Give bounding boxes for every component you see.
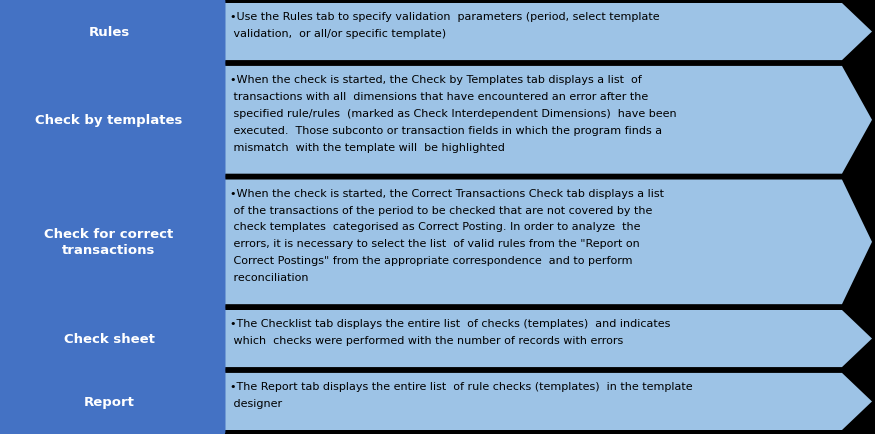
Text: designer: designer bbox=[230, 398, 282, 408]
Text: validation,  or all/or specific template): validation, or all/or specific template) bbox=[230, 29, 446, 39]
Text: executed.  Those subconto or transaction fields in which the program finds a: executed. Those subconto or transaction … bbox=[230, 125, 662, 135]
Text: transactions with all  dimensions that have encountered an error after the: transactions with all dimensions that ha… bbox=[230, 92, 648, 102]
FancyBboxPatch shape bbox=[0, 362, 226, 434]
Text: •When the check is started, the Correct Transactions Check tab displays a list: •When the check is started, the Correct … bbox=[230, 188, 664, 198]
Text: Check for correct
transactions: Check for correct transactions bbox=[45, 228, 173, 257]
Text: reconciliation: reconciliation bbox=[230, 273, 309, 283]
Polygon shape bbox=[205, 67, 872, 174]
Text: which  checks were performed with the number of records with errors: which checks were performed with the num… bbox=[230, 335, 623, 345]
Text: Rules: Rules bbox=[88, 26, 130, 39]
Text: •When the check is started, the Check by Templates tab displays a list  of: •When the check is started, the Check by… bbox=[230, 75, 641, 85]
FancyBboxPatch shape bbox=[0, 170, 226, 315]
FancyBboxPatch shape bbox=[0, 0, 226, 72]
Text: Check sheet: Check sheet bbox=[64, 332, 155, 345]
Text: check templates  categorised as Correct Posting. In order to analyze  the: check templates categorised as Correct P… bbox=[230, 222, 640, 232]
Text: •Use the Rules tab to specify validation  parameters (period, select template: •Use the Rules tab to specify validation… bbox=[230, 12, 660, 22]
Text: Check by templates: Check by templates bbox=[35, 114, 183, 127]
Text: of the transactions of the period to be checked that are not covered by the: of the transactions of the period to be … bbox=[230, 205, 653, 215]
Polygon shape bbox=[205, 180, 872, 305]
Text: specified rule/rules  (marked as Check Interdependent Dimensions)  have been: specified rule/rules (marked as Check In… bbox=[230, 108, 676, 118]
Text: Report: Report bbox=[84, 395, 135, 408]
Text: Correct Postings" from the appropriate correspondence  and to perform: Correct Postings" from the appropriate c… bbox=[230, 256, 633, 266]
Text: mismatch  with the template will  be highlighted: mismatch with the template will be highl… bbox=[230, 142, 505, 152]
FancyBboxPatch shape bbox=[0, 300, 226, 378]
Text: •The Report tab displays the entire list  of rule checks (templates)  in the tem: •The Report tab displays the entire list… bbox=[230, 381, 693, 391]
FancyBboxPatch shape bbox=[0, 56, 226, 185]
Polygon shape bbox=[205, 4, 872, 61]
Text: •The Checklist tab displays the entire list  of checks (templates)  and indicate: •The Checklist tab displays the entire l… bbox=[230, 319, 670, 329]
Polygon shape bbox=[205, 310, 872, 367]
Polygon shape bbox=[205, 373, 872, 430]
Text: errors, it is necessary to select the list  of valid rules from the "Report on: errors, it is necessary to select the li… bbox=[230, 239, 640, 249]
